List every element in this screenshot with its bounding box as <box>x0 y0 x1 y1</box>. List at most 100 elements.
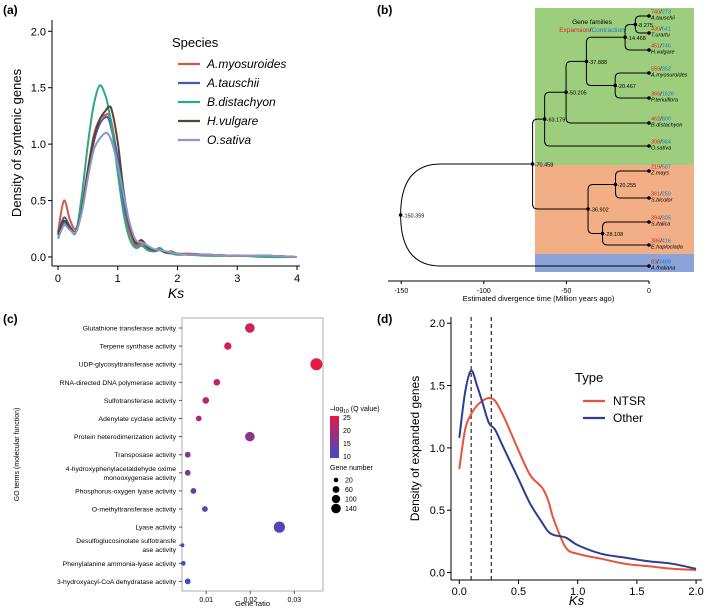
count-slash: / <box>660 117 662 123</box>
node-age-label: -70.458 <box>535 163 554 169</box>
legend-expansion: Expansion <box>559 27 590 34</box>
count-slash: / <box>660 44 662 50</box>
go-term-label: 3-hydroxyacyl-CoA dehydratase activity <box>57 579 177 586</box>
gene-family-counts: 394/305 <box>651 216 671 222</box>
contraction-count: 746 <box>662 44 671 50</box>
color-legend-tick: 15 <box>343 441 351 448</box>
expansion-count: 308 <box>651 140 660 146</box>
expansion-count: 83 <box>651 260 657 266</box>
taxon-name-s-bicolor: S.bicolor <box>651 198 674 204</box>
leaf-dot <box>647 96 651 100</box>
node-age-label: -20.255 <box>618 183 637 189</box>
count-slash: / <box>660 216 662 222</box>
gene-family-counts: 366/1626 <box>651 92 674 98</box>
go-term-label: Terpene synthase activity <box>100 344 177 351</box>
go-term-label: UDP-glycosyltransferase activity <box>79 362 177 369</box>
gene-families-legend: Expansion/Contraction <box>559 27 625 34</box>
color-legend-tick: 10 <box>343 454 351 461</box>
size-legend-label: 140 <box>345 506 357 513</box>
leaf-dot <box>647 264 651 268</box>
go-dot-3-hydroxyacyl-coa-dehydratase-activity <box>184 578 191 585</box>
size-legend-label: 100 <box>345 497 357 504</box>
x-tick-label: 2 <box>174 273 180 285</box>
legend-label-other: Other <box>613 411 643 425</box>
plot-frame <box>181 317 324 592</box>
node-dot <box>613 83 617 88</box>
count-slash: / <box>660 140 662 146</box>
y-tick-label: 2.0 <box>31 26 46 38</box>
color-legend-prefix: –log <box>330 406 343 413</box>
taxon-name-h-vulgare: H.vulgare <box>651 50 675 56</box>
node-dot <box>600 231 605 236</box>
panel-c-label: (c) <box>3 312 18 326</box>
size-legend-dot <box>333 477 339 483</box>
time-axis-tick-label: -50 <box>561 288 571 295</box>
gene-families-title: Gene families <box>572 19 612 26</box>
panel-d-label: (d) <box>377 312 392 326</box>
gene-family-counts: 219/587 <box>651 165 671 171</box>
go-term-label-cont: monooxygenase activity <box>103 475 176 482</box>
go-term-label: Phosphorus-oxygen lyase activity <box>75 488 176 495</box>
go-dot-4-hydroxyphenylacetaldehyde-oxime-monooxygenase-activity <box>184 469 191 476</box>
contraction-count: 305 <box>662 216 671 222</box>
node-age-label: -63.179 <box>547 118 566 124</box>
y-tick-label: 2.0 <box>430 318 445 330</box>
chart-d-density-expanded-genes: 0.0 0.5 1.0 1.5 2.0 0.0 0.5 1.0 1.5 2.0 Ks Density … <box>408 317 704 608</box>
series-line-other <box>458 369 697 570</box>
contraction-count: 352 <box>662 67 671 73</box>
count-slash: / <box>660 239 662 245</box>
legend-label-a-tauschii: A.tauschii <box>206 76 259 90</box>
gene-family-counts: 462/800 <box>651 117 671 123</box>
contraction-count: 641 <box>662 27 671 33</box>
contraction-count: 984 <box>662 140 671 146</box>
y-tick-label: 1.5 <box>31 83 46 95</box>
leaf-dot <box>647 31 651 35</box>
size-legend-dot <box>332 486 340 493</box>
contraction-count: 259 <box>662 192 671 198</box>
panel-a-label: (a) <box>3 3 18 17</box>
time-axis-title: Estimated divergence time (Million years… <box>463 294 615 303</box>
y-tick-label: 1.0 <box>31 139 46 151</box>
y-tick-label: 0.0 <box>31 252 46 264</box>
node-age-label: -36.902 <box>590 208 609 214</box>
legend-title: Type <box>575 370 603 385</box>
series-line-ntsr <box>458 396 697 571</box>
legend-label-b-distachyon: B.distachyon <box>207 95 276 109</box>
node-dot <box>530 162 535 166</box>
go-dot-sulfotransferase-activity <box>202 397 210 404</box>
go-term-label: O-methyltransferase activity <box>92 507 177 514</box>
go-dot-lyase-activity <box>273 521 286 533</box>
contraction-count: 416 <box>662 239 671 245</box>
x-tick-label: 1.5 <box>629 586 644 598</box>
legend-label-h-vulgare: H.vulgare <box>207 114 259 128</box>
x-tick-label: 0.01 <box>199 597 213 604</box>
go-dot-udp-glycosyltransferase-activity <box>310 358 323 371</box>
node-age-label: -8.275 <box>637 23 653 29</box>
go-term-label-cont: ase activity <box>142 547 176 554</box>
go-dot-phenylalanine-ammonia-lyase-activity <box>180 560 186 566</box>
size-legend-label: 20 <box>345 478 353 485</box>
expansion-count: 462 <box>651 117 660 123</box>
go-term-label: Adenylate cyclase activity <box>99 416 177 423</box>
count-slash: / <box>660 92 662 98</box>
count-slash: / <box>660 67 662 73</box>
leaf-dot <box>647 48 651 52</box>
expansion-count: 394 <box>651 216 660 222</box>
go-term-label: Transposase activity <box>114 452 176 459</box>
gene-family-counts: 740/273 <box>651 10 671 16</box>
series-line-o-sativa <box>57 131 298 258</box>
x-tick-label: 1 <box>115 273 121 285</box>
go-term-label: Glutathione transferase activity <box>83 326 177 333</box>
clade-box-outgroup <box>535 254 694 272</box>
leaf-dot <box>647 220 651 224</box>
go-term-label: Protein heterodimerization activity <box>74 434 177 441</box>
go-dot-rna-directed-dna-polymerase-activity <box>213 378 221 386</box>
count-slash: / <box>660 165 662 171</box>
y-tick-label: 0.5 <box>430 505 445 517</box>
taxon-name-z-mays: Z.mays <box>650 171 669 177</box>
go-dot-protein-heterodimerization-activity <box>245 431 255 442</box>
time-axis-tick-label: 0 <box>647 288 651 295</box>
node-dot <box>586 207 590 211</box>
y-axis-title: GO terms (molecular function) <box>14 408 21 502</box>
taxon-name-e-haploclada: E.haploclada <box>651 245 683 251</box>
